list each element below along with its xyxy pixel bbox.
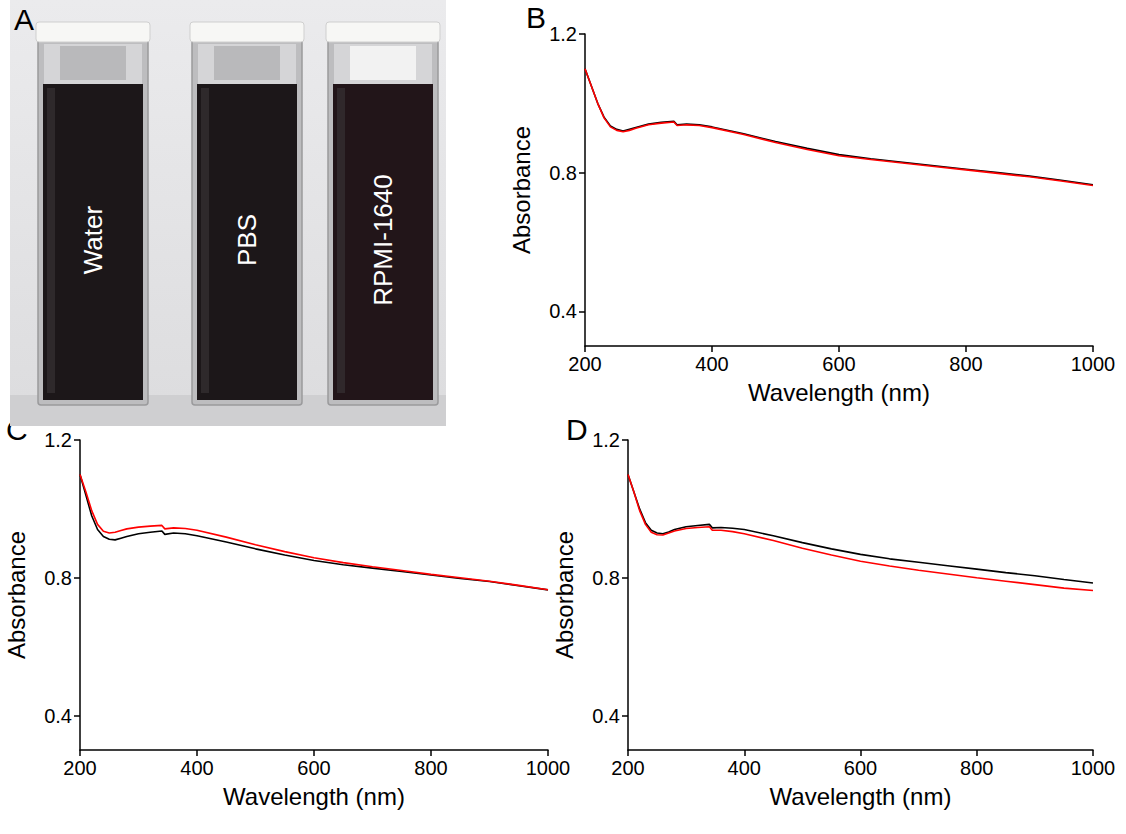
svg-text:1000: 1000 <box>526 757 571 779</box>
svg-text:600: 600 <box>822 353 855 375</box>
svg-text:0.4: 0.4 <box>44 705 72 727</box>
svg-text:Wavelength (nm): Wavelength (nm) <box>770 783 952 810</box>
svg-text:1.2: 1.2 <box>549 23 577 45</box>
svg-text:0.4: 0.4 <box>549 300 577 322</box>
svg-text:Water: Water <box>78 205 108 274</box>
svg-text:800: 800 <box>960 757 993 779</box>
svg-text:400: 400 <box>695 353 728 375</box>
svg-text:800: 800 <box>414 757 447 779</box>
svg-text:RPMI-1640: RPMI-1640 <box>368 174 398 306</box>
svg-text:Absorbance: Absorbance <box>508 126 535 254</box>
svg-text:0.8: 0.8 <box>592 567 620 589</box>
svg-text:600: 600 <box>297 757 330 779</box>
svg-text:Wavelength (nm): Wavelength (nm) <box>748 379 930 406</box>
svg-text:0.8: 0.8 <box>44 567 72 589</box>
svg-text:0.8: 0.8 <box>549 162 577 184</box>
svg-text:A: A <box>14 3 34 36</box>
svg-text:Wavelength (nm): Wavelength (nm) <box>223 783 405 810</box>
svg-text:Absorbance: Absorbance <box>3 531 30 659</box>
svg-text:B: B <box>526 1 546 34</box>
svg-text:0.4: 0.4 <box>592 705 620 727</box>
svg-text:400: 400 <box>180 757 213 779</box>
svg-text:1.2: 1.2 <box>592 429 620 451</box>
svg-text:D: D <box>566 413 588 446</box>
svg-text:PBS: PBS <box>232 214 262 266</box>
svg-text:200: 200 <box>63 757 96 779</box>
svg-text:200: 200 <box>568 353 601 375</box>
svg-text:400: 400 <box>728 757 761 779</box>
svg-text:Absorbance: Absorbance <box>551 531 578 659</box>
svg-text:1000: 1000 <box>1071 353 1116 375</box>
svg-text:200: 200 <box>611 757 644 779</box>
svg-text:600: 600 <box>844 757 877 779</box>
svg-text:1000: 1000 <box>1071 757 1116 779</box>
svg-text:1.2: 1.2 <box>44 429 72 451</box>
svg-text:800: 800 <box>949 353 982 375</box>
svg-text:C: C <box>6 412 28 446</box>
